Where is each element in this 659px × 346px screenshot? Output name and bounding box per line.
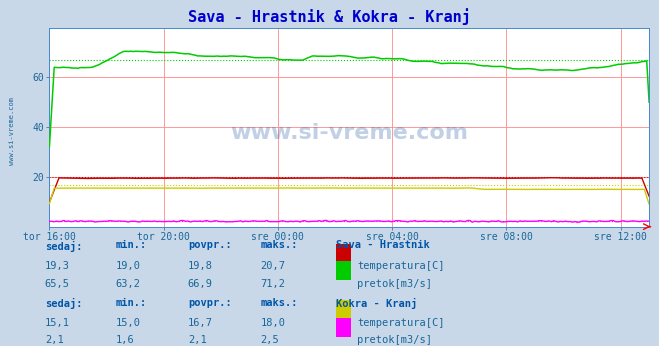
Text: pretok[m3/s]: pretok[m3/s] (357, 335, 432, 345)
Text: pretok[m3/s]: pretok[m3/s] (357, 279, 432, 289)
Text: 2,1: 2,1 (188, 335, 206, 345)
Text: 15,1: 15,1 (45, 318, 70, 328)
Text: temperatura[C]: temperatura[C] (357, 261, 445, 271)
Text: 1,6: 1,6 (115, 335, 134, 345)
Text: maks.:: maks.: (260, 298, 298, 308)
Text: 2,5: 2,5 (260, 335, 279, 345)
Text: 18,0: 18,0 (260, 318, 285, 328)
Text: povpr.:: povpr.: (188, 240, 231, 251)
Text: 16,7: 16,7 (188, 318, 213, 328)
Text: maks.:: maks.: (260, 240, 298, 251)
Text: 71,2: 71,2 (260, 279, 285, 289)
Text: sedaj:: sedaj: (45, 240, 82, 252)
Text: 66,9: 66,9 (188, 279, 213, 289)
Text: Sava - Hrastnik & Kokra - Kranj: Sava - Hrastnik & Kokra - Kranj (188, 9, 471, 26)
Text: 63,2: 63,2 (115, 279, 140, 289)
Text: sedaj:: sedaj: (45, 298, 82, 309)
Text: min.:: min.: (115, 298, 146, 308)
Text: 20,7: 20,7 (260, 261, 285, 271)
Text: 19,8: 19,8 (188, 261, 213, 271)
Text: Sava - Hrastnik: Sava - Hrastnik (336, 240, 430, 251)
Text: temperatura[C]: temperatura[C] (357, 318, 445, 328)
Text: min.:: min.: (115, 240, 146, 251)
Text: 65,5: 65,5 (45, 279, 70, 289)
Text: 19,0: 19,0 (115, 261, 140, 271)
Text: Kokra - Kranj: Kokra - Kranj (336, 298, 417, 309)
Text: www.si-vreme.com: www.si-vreme.com (9, 98, 14, 165)
Text: 15,0: 15,0 (115, 318, 140, 328)
Text: www.si-vreme.com: www.si-vreme.com (230, 123, 469, 143)
Text: 2,1: 2,1 (45, 335, 63, 345)
Text: povpr.:: povpr.: (188, 298, 231, 308)
Text: 19,3: 19,3 (45, 261, 70, 271)
